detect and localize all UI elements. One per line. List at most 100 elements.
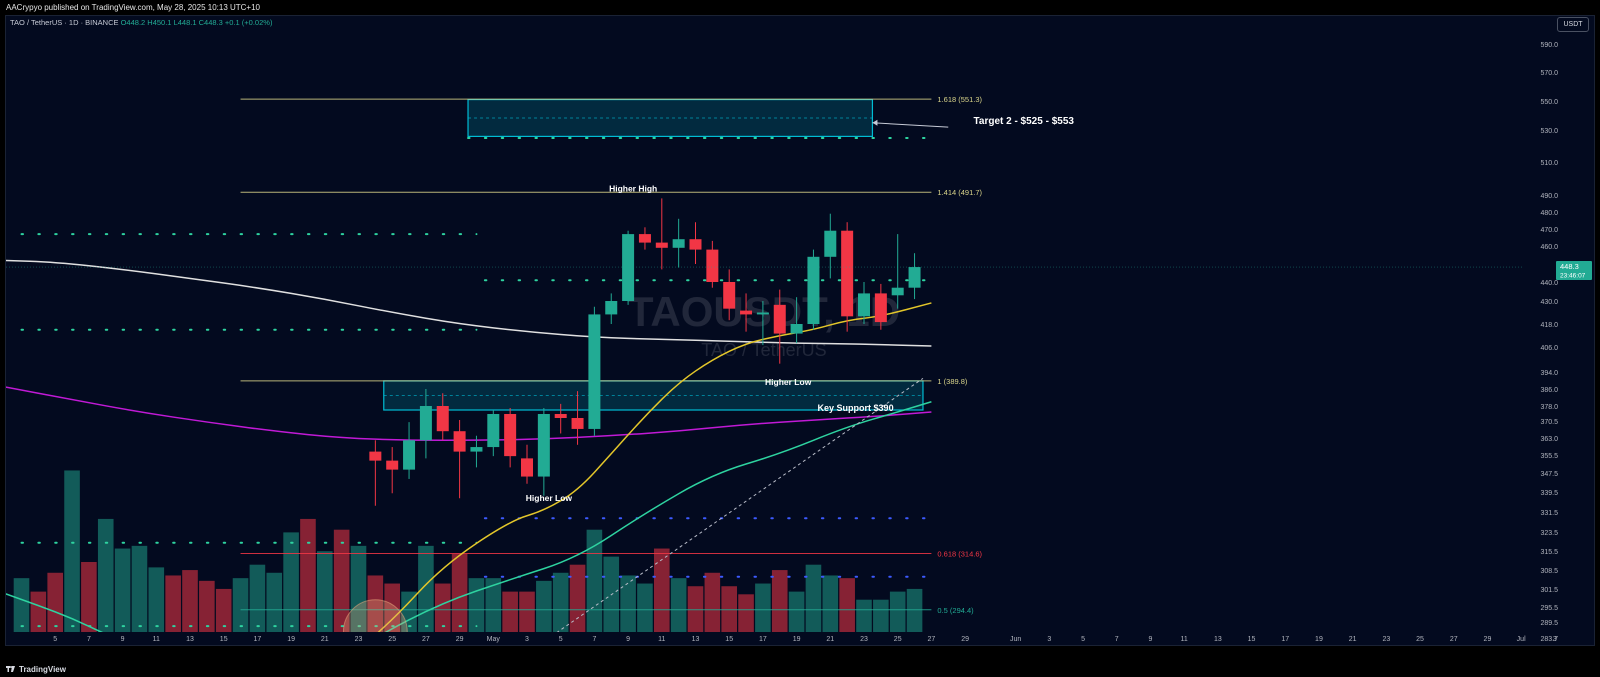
volume-bar xyxy=(148,567,165,632)
highlight-circle xyxy=(342,599,408,632)
candle xyxy=(554,403,567,434)
time-axis-tick: 19 xyxy=(1315,636,1323,643)
candle-body xyxy=(874,293,887,323)
volume-bar xyxy=(64,470,80,632)
volume-bar xyxy=(906,588,923,632)
time-axis-tick: 15 xyxy=(220,636,228,643)
time-axis-tick: Jun xyxy=(1010,636,1021,643)
volume-bar xyxy=(485,578,502,632)
price-axis-tick: 323.5 xyxy=(1540,530,1558,537)
volume-bar xyxy=(434,583,451,632)
candle-body xyxy=(487,414,500,448)
fib-level-label: 0.5 (294.4) xyxy=(937,606,974,615)
time-axis-tick: May xyxy=(487,636,501,643)
volume-bar xyxy=(536,580,552,632)
volume-bar xyxy=(249,564,266,632)
volume-bar xyxy=(114,548,131,632)
time-axis-tick: 9 xyxy=(626,636,630,643)
volume-bar xyxy=(418,545,434,632)
volume-bar xyxy=(889,591,906,632)
candle xyxy=(706,240,719,288)
price-axis-tick: 331.5 xyxy=(1540,510,1558,517)
candle-body xyxy=(756,312,769,315)
price-axis-tick: 355.5 xyxy=(1540,453,1558,460)
moving-average-yellow xyxy=(377,302,932,632)
price-axis-tick: 418.0 xyxy=(1540,322,1558,329)
candle xyxy=(807,249,820,330)
candle xyxy=(436,393,449,441)
candle xyxy=(588,306,601,436)
moving-average-white xyxy=(6,259,932,347)
time-axis-tick: 29 xyxy=(961,636,969,643)
time-axis-tick: 29 xyxy=(1484,636,1492,643)
time-axis-tick: 17 xyxy=(1281,636,1289,643)
volume-bar xyxy=(165,575,181,632)
candle-body xyxy=(908,267,921,288)
time-axis: 5 7 9 11 13 15 17 19 21 23 25 27 29 May 3 5 7 9 11 13 15 17 19… xyxy=(53,636,1557,643)
tradingview-logo-icon xyxy=(6,666,15,672)
candle-body xyxy=(622,234,635,301)
volume-bar xyxy=(856,599,872,632)
candle xyxy=(504,408,517,468)
candle-body xyxy=(740,310,753,315)
volume-bar xyxy=(670,578,687,632)
time-axis-tick: 19 xyxy=(793,636,801,643)
price-axis-tick: 378.0 xyxy=(1540,404,1558,411)
time-axis-tick: 21 xyxy=(321,636,329,643)
volume-bar xyxy=(552,572,569,632)
candle xyxy=(622,230,635,305)
candle xyxy=(908,253,921,300)
legend-high: H450.1 xyxy=(147,18,172,27)
currency-button[interactable]: USDT xyxy=(1557,17,1589,32)
candle-body xyxy=(891,287,904,296)
volume-bar xyxy=(350,545,367,632)
candle-body xyxy=(858,293,870,317)
candle xyxy=(369,440,382,506)
last-price-countdown: 23:46:07 xyxy=(1560,273,1586,280)
volume-bar xyxy=(805,564,822,632)
last-price-badge-bg xyxy=(1556,261,1592,281)
price-axis-tick: 470.0 xyxy=(1540,227,1558,234)
volume-bar xyxy=(30,591,47,632)
candle-body xyxy=(723,282,736,309)
target-arrow-head xyxy=(872,119,878,126)
candle-body xyxy=(453,431,466,452)
price-axis-tick: 480.0 xyxy=(1540,210,1558,217)
last-price-value: 448.3 xyxy=(1560,262,1579,271)
candle xyxy=(756,301,769,346)
volume-bar xyxy=(232,578,249,632)
time-axis-tick: 23 xyxy=(355,636,363,643)
published-text: AACrypyo published on TradingView.com, M… xyxy=(6,3,260,12)
legend-change: +0.1 (+0.02%) xyxy=(224,18,273,27)
time-axis-tick: 7 xyxy=(87,636,91,643)
candle-body xyxy=(436,406,449,432)
chart-annotation: Key Support $390 xyxy=(818,403,894,413)
price-axis-tick: 283.7 xyxy=(1540,636,1558,643)
price-axis-tick: 590.0 xyxy=(1540,42,1558,49)
price-axis-tick: 315.5 xyxy=(1540,549,1558,556)
candle-body xyxy=(638,234,651,243)
volume-bar xyxy=(283,532,299,632)
time-axis-tick: 5 xyxy=(1081,636,1085,643)
volume-bar xyxy=(822,575,839,632)
volume-bar xyxy=(333,529,350,632)
volume-bar xyxy=(97,518,114,632)
price-axis-tick: 530.0 xyxy=(1540,128,1558,135)
price-axis-tick: 339.5 xyxy=(1540,490,1558,497)
fib-level-label: 1 (389.8) xyxy=(937,377,968,386)
volume-bar xyxy=(519,591,535,632)
candle xyxy=(874,283,887,330)
time-axis-tick: Jul xyxy=(1517,636,1526,643)
candle-body xyxy=(706,249,719,282)
candle-body xyxy=(655,242,668,248)
candle xyxy=(605,293,618,324)
candle xyxy=(638,227,651,250)
volume-bar xyxy=(839,578,855,632)
price-axis-tick: 347.5 xyxy=(1540,471,1558,478)
time-axis-tick: 3 xyxy=(1553,636,1557,643)
candle xyxy=(487,410,500,457)
candle-body xyxy=(504,414,517,457)
time-axis-tick: 21 xyxy=(826,636,834,643)
price-axis-tick: 440.0 xyxy=(1540,280,1558,287)
